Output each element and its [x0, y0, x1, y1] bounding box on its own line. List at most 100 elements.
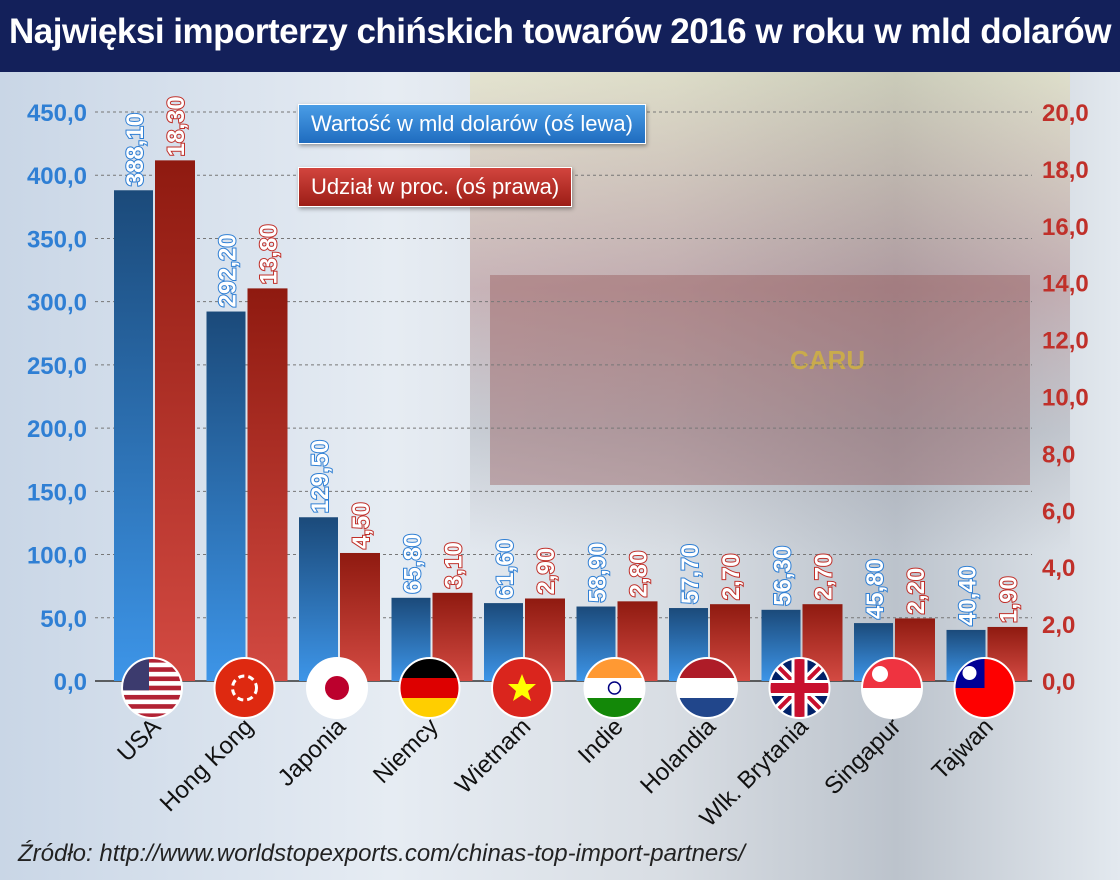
- category-label: Tajwan: [927, 713, 999, 785]
- data-label-value: 40,40: [955, 566, 982, 626]
- flag-body: [214, 658, 275, 718]
- flag-part: [122, 671, 182, 677]
- left-axis-tick-label: 100,0: [27, 543, 87, 570]
- bar-share: [247, 288, 288, 681]
- category-label: Singapur: [819, 713, 906, 800]
- flag-part: [325, 676, 349, 700]
- data-label-share: 1,90: [996, 576, 1023, 623]
- right-axis-tick-label: 16,0: [1042, 214, 1089, 241]
- flag-part: [122, 694, 182, 701]
- flag-border: [861, 657, 923, 719]
- bar-value: [299, 517, 338, 681]
- flag-border: [768, 657, 831, 719]
- data-label-share: 18,30: [163, 96, 190, 156]
- right-axis-tick-label: 14,0: [1042, 271, 1089, 298]
- flag-part: [122, 685, 182, 691]
- right-axis-tick-label: 20,0: [1042, 100, 1089, 127]
- flag-part: [122, 667, 182, 673]
- data-label-value: 56,30: [770, 546, 797, 606]
- flag-part: [122, 708, 182, 714]
- flag-border: [583, 657, 646, 719]
- legend-share: Udział w proc. (oś prawa): [298, 167, 573, 207]
- data-label-value: 292,20: [215, 234, 242, 307]
- bar-value: [206, 311, 246, 681]
- bar-share: [155, 160, 195, 682]
- data-label-value: 57,70: [677, 544, 704, 604]
- india-flag-icon: [583, 657, 646, 719]
- flag-body: [307, 658, 367, 718]
- data-label-share: 4,50: [348, 502, 375, 549]
- right-axis-tick-label: 18,0: [1042, 157, 1089, 184]
- singapore-flag-icon: [861, 657, 923, 719]
- left-axis-tick-label: 450,0: [27, 100, 87, 127]
- flag-part: [122, 704, 182, 710]
- netherlands-flag-icon: [676, 657, 738, 719]
- title-bar: Najwięksi importerzy chińskich towarów 2…: [0, 0, 1120, 72]
- flag-part: [677, 678, 737, 698]
- legend-value: Wartość w mld dolarów (oś lewa): [298, 104, 646, 144]
- hong-kong-flag-icon: [213, 657, 276, 719]
- flag-part: [122, 699, 182, 705]
- background-container: [490, 275, 1030, 485]
- flag-border: [306, 657, 368, 719]
- right-axis-tick-label: 4,0: [1042, 555, 1075, 582]
- flag-body: [954, 658, 1015, 718]
- uk-flag-icon: [768, 657, 831, 719]
- data-label-share: 2,90: [533, 548, 560, 595]
- flag-border: [491, 657, 553, 719]
- left-axis-tick-label: 400,0: [27, 163, 87, 190]
- left-axis-tick-label: 350,0: [27, 226, 87, 253]
- right-axis-tick-label: 8,0: [1042, 441, 1075, 468]
- bar-value: [114, 190, 153, 681]
- left-axis-tick-label: 50,0: [40, 606, 87, 633]
- right-axis-tick-label: 12,0: [1042, 328, 1089, 355]
- category-label: USA: [112, 713, 166, 767]
- flag-part: [399, 678, 460, 698]
- flag-part: [122, 662, 182, 668]
- background-photo: [470, 72, 1070, 552]
- left-axis-tick-label: 250,0: [27, 353, 87, 380]
- data-label-value: 129,50: [307, 440, 334, 513]
- data-label-value: 45,80: [862, 559, 889, 619]
- flag-part: [122, 690, 182, 696]
- right-axis-tick-label: 0,0: [1042, 669, 1075, 696]
- data-label-share: 2,20: [903, 568, 930, 615]
- category-label: Niemcy: [368, 713, 444, 789]
- flag-part: [862, 688, 922, 718]
- right-axis-tick-label: 2,0: [1042, 612, 1075, 639]
- source-note: Źródło: http://www.worldstopexports.com/…: [18, 840, 745, 867]
- data-label-share: 3,10: [441, 542, 468, 589]
- flag-border: [676, 657, 738, 719]
- flag-part: [122, 713, 182, 718]
- flag-part: [122, 676, 182, 682]
- japan-flag-icon: [306, 657, 368, 719]
- left-axis-tick-label: 200,0: [27, 416, 87, 443]
- flag-part: [769, 683, 830, 693]
- data-label-value: 388,10: [122, 113, 149, 186]
- flag-body: [492, 658, 552, 718]
- category-label: Indie: [573, 713, 629, 769]
- flag-part: [231, 674, 258, 702]
- flag-part: [962, 666, 977, 680]
- right-axis-tick-label: 6,0: [1042, 498, 1075, 525]
- flag-part: [872, 666, 888, 682]
- left-axis-tick-label: 300,0: [27, 290, 87, 317]
- flag-part: [508, 674, 536, 701]
- category-label: Wietnam: [450, 713, 536, 799]
- data-label-share: 2,80: [626, 551, 653, 598]
- category-label: Hong Kong: [155, 713, 259, 817]
- vietnam-flag-icon: [491, 657, 553, 719]
- chart-title: Najwięksi importerzy chińskich towarów 2…: [9, 12, 1111, 51]
- right-axis-tick-label: 10,0: [1042, 385, 1089, 412]
- flag-border: [953, 657, 1016, 719]
- flag-part: [122, 681, 182, 687]
- data-label-share: 13,80: [256, 224, 283, 284]
- flag-border: [213, 657, 276, 719]
- flag-part: [214, 658, 275, 718]
- flag-body: [769, 658, 830, 718]
- category-label: Japonia: [273, 713, 352, 792]
- data-label-value: 65,80: [400, 534, 427, 594]
- flag-border: [121, 657, 183, 719]
- germany-flag-icon: [398, 657, 461, 719]
